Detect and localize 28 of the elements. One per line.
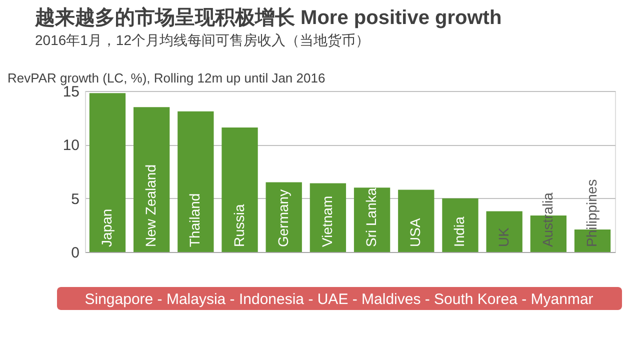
x-tick-label: Philippines (584, 179, 600, 247)
x-tick-label: Russia (230, 204, 247, 247)
x-tick-label: UK (495, 226, 512, 247)
x-tick-label: New Zealand (142, 164, 159, 247)
x-tick-label: Vietnam (318, 196, 335, 247)
bar (310, 183, 346, 252)
chart-subtitle: 2016年1月，12个月均线每间可售房收入（当地货币） (35, 32, 370, 48)
x-tick-label: Thailand (186, 193, 203, 247)
x-tick-label: USA (407, 218, 424, 247)
text: Singapore - Malaysia - Indonesia - UAE - Maldives - South Korea - Myanmar (84, 291, 594, 308)
y-axis-title: RevPAR growth (LC, %), Rolling 12m up until Jan 2016 (8, 70, 326, 86)
bar (442, 198, 478, 252)
bar (266, 182, 302, 252)
bar (398, 190, 434, 252)
x-tick-label: Sri Lanka (363, 188, 380, 247)
bar (486, 211, 522, 252)
x-tick-label: Japan (98, 208, 114, 247)
y-tick-label: 0 (71, 244, 80, 262)
chart-title: 越来越多的市场呈现积极增长 More positive growth (34, 6, 502, 29)
x-tick-label: Germany (274, 189, 291, 247)
bar (178, 111, 214, 252)
bar (222, 127, 258, 252)
x-tick-label: Australia (539, 192, 556, 247)
x-tick-label: India (451, 216, 468, 247)
bar (134, 107, 170, 252)
y-tick-label: 5 (71, 190, 80, 208)
y-tick-label: 10 (62, 137, 80, 154)
bar (89, 93, 126, 252)
